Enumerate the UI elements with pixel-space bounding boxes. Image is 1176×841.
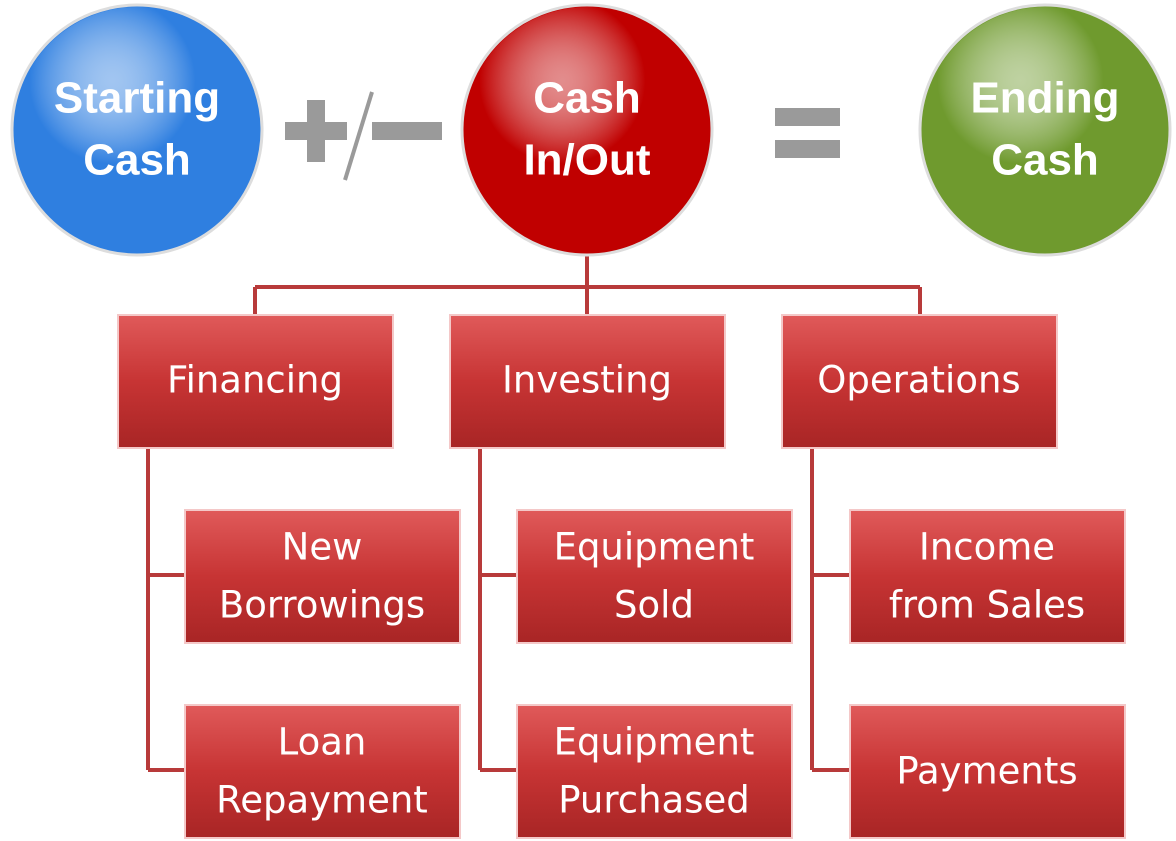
label: Starting — [54, 74, 220, 123]
box — [117, 314, 394, 449]
box — [849, 704, 1126, 839]
label: Loan — [278, 721, 367, 764]
label: Purchased — [558, 779, 750, 822]
equals — [775, 108, 840, 158]
label: Borrowings — [219, 584, 425, 627]
label: In/Out — [523, 136, 650, 185]
connector — [253, 255, 922, 315]
label: New — [282, 526, 363, 569]
connector — [478, 448, 517, 772]
box — [184, 704, 461, 839]
label: Equipment — [554, 721, 755, 764]
box — [449, 314, 726, 449]
box — [781, 314, 1058, 449]
circle-shade — [922, 7, 1168, 253]
label: Sold — [614, 584, 694, 627]
label: from Sales — [889, 584, 1085, 627]
label: Investing — [502, 359, 672, 402]
box — [184, 509, 461, 644]
label: Operations — [817, 359, 1020, 402]
label: Financing — [167, 359, 343, 402]
label: Ending — [970, 74, 1119, 123]
box — [849, 509, 1126, 644]
label: Cash — [83, 136, 191, 185]
plus-minus — [285, 91, 442, 181]
circle-shade — [464, 7, 710, 253]
label: Cash — [991, 136, 1099, 185]
label: Income — [919, 526, 1055, 569]
label: Equipment — [554, 526, 755, 569]
circle-shade — [14, 7, 260, 253]
connector — [810, 448, 850, 772]
label: Payments — [896, 750, 1077, 793]
box — [516, 509, 793, 644]
connector — [146, 448, 185, 772]
box — [516, 704, 793, 839]
label: Repayment — [216, 779, 428, 822]
label: Cash — [533, 74, 641, 123]
